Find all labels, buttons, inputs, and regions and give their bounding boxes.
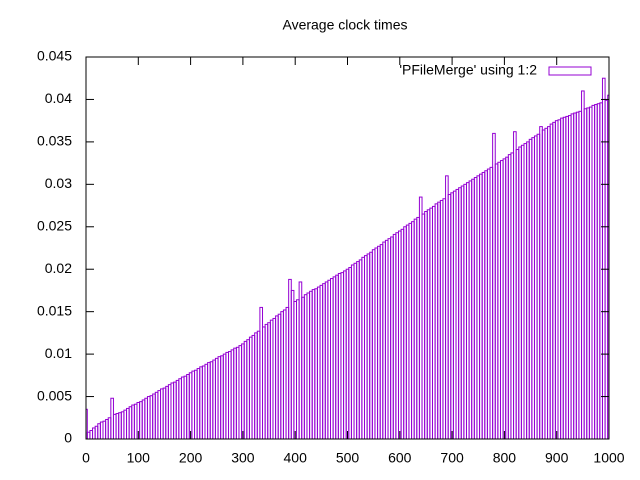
x-tick-label: 1000 xyxy=(593,450,624,466)
x-tick-label: 900 xyxy=(545,450,569,466)
y-tick-label: 0.035 xyxy=(37,133,72,149)
y-tick-label: 0.01 xyxy=(45,345,72,361)
x-tick-label: 300 xyxy=(231,450,255,466)
chart-title: Average clock times xyxy=(282,17,407,33)
y-tick-label: 0.045 xyxy=(37,48,72,64)
x-tick-label: 400 xyxy=(284,450,308,466)
y-tick-label: 0.015 xyxy=(37,302,72,318)
y-tick-label: 0.025 xyxy=(37,217,72,233)
x-tick-label: 0 xyxy=(82,450,90,466)
y-tick-label: 0.04 xyxy=(45,90,72,106)
x-tick-label: 500 xyxy=(336,450,360,466)
x-tick-label: 700 xyxy=(440,450,464,466)
bar xyxy=(607,94,609,439)
x-tick-label: 100 xyxy=(127,450,151,466)
x-tick-label: 600 xyxy=(388,450,412,466)
legend-label: 'PFileMerge' using 1:2 xyxy=(399,62,537,78)
x-tick-label: 200 xyxy=(179,450,203,466)
y-tick-label: 0 xyxy=(64,430,72,446)
y-tick-label: 0.03 xyxy=(45,175,72,191)
y-tick-label: 0.005 xyxy=(37,387,72,403)
legend-swatch xyxy=(548,66,592,76)
bar xyxy=(86,408,88,439)
y-tick-label: 0.02 xyxy=(45,260,72,276)
x-tick-label: 800 xyxy=(493,450,517,466)
